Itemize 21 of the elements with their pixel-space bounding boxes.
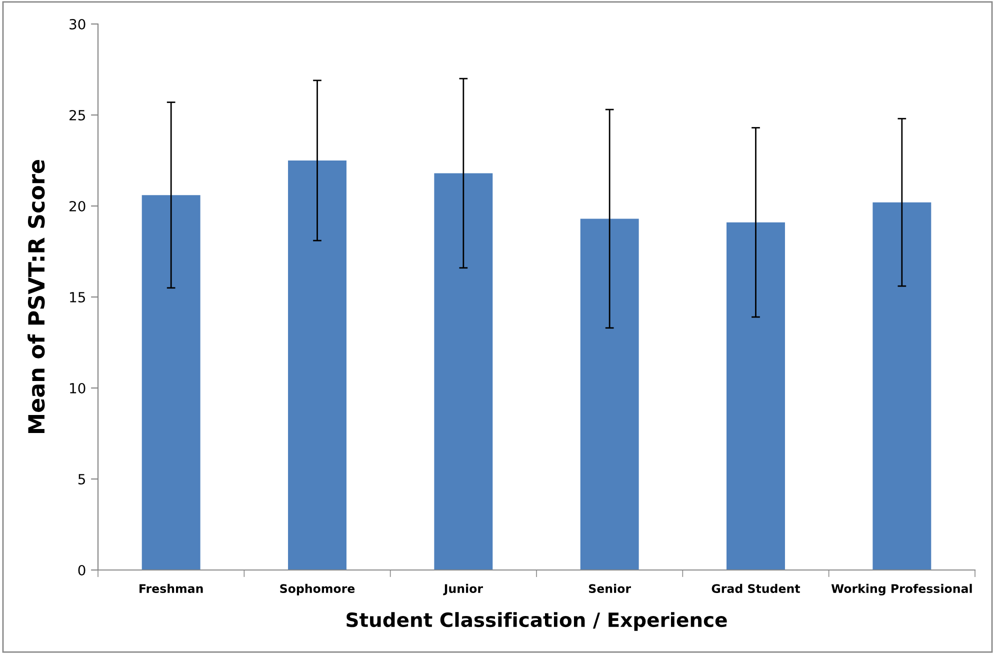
x-tick-label: Junior [443, 584, 483, 596]
bar [142, 195, 200, 570]
y-tick-label: 10 [70, 382, 86, 394]
y-axis-title: Mean of PSVT:R Score [28, 160, 45, 433]
bar [872, 202, 932, 570]
y-tick-label: 15 [70, 292, 85, 302]
x-tick-label: Sophomore [280, 584, 355, 596]
x-tick-label: Freshman [140, 584, 203, 594]
x-axis-title: Student Classification / Experience [346, 612, 727, 631]
bar [580, 218, 639, 570]
y-tick-label: 30 [70, 18, 86, 30]
bar [434, 173, 493, 570]
y-tick-label: 0 [78, 564, 86, 576]
bar [726, 222, 785, 570]
y-tick-label: 25 [70, 110, 85, 120]
x-tick-label: Working Professional [831, 584, 972, 596]
y-tick-label: 5 [78, 474, 85, 484]
x-tick-label: Senior [588, 584, 631, 594]
bar [288, 160, 346, 570]
x-tick-label: Grad Student [712, 584, 800, 594]
y-tick-label: 20 [70, 200, 86, 212]
